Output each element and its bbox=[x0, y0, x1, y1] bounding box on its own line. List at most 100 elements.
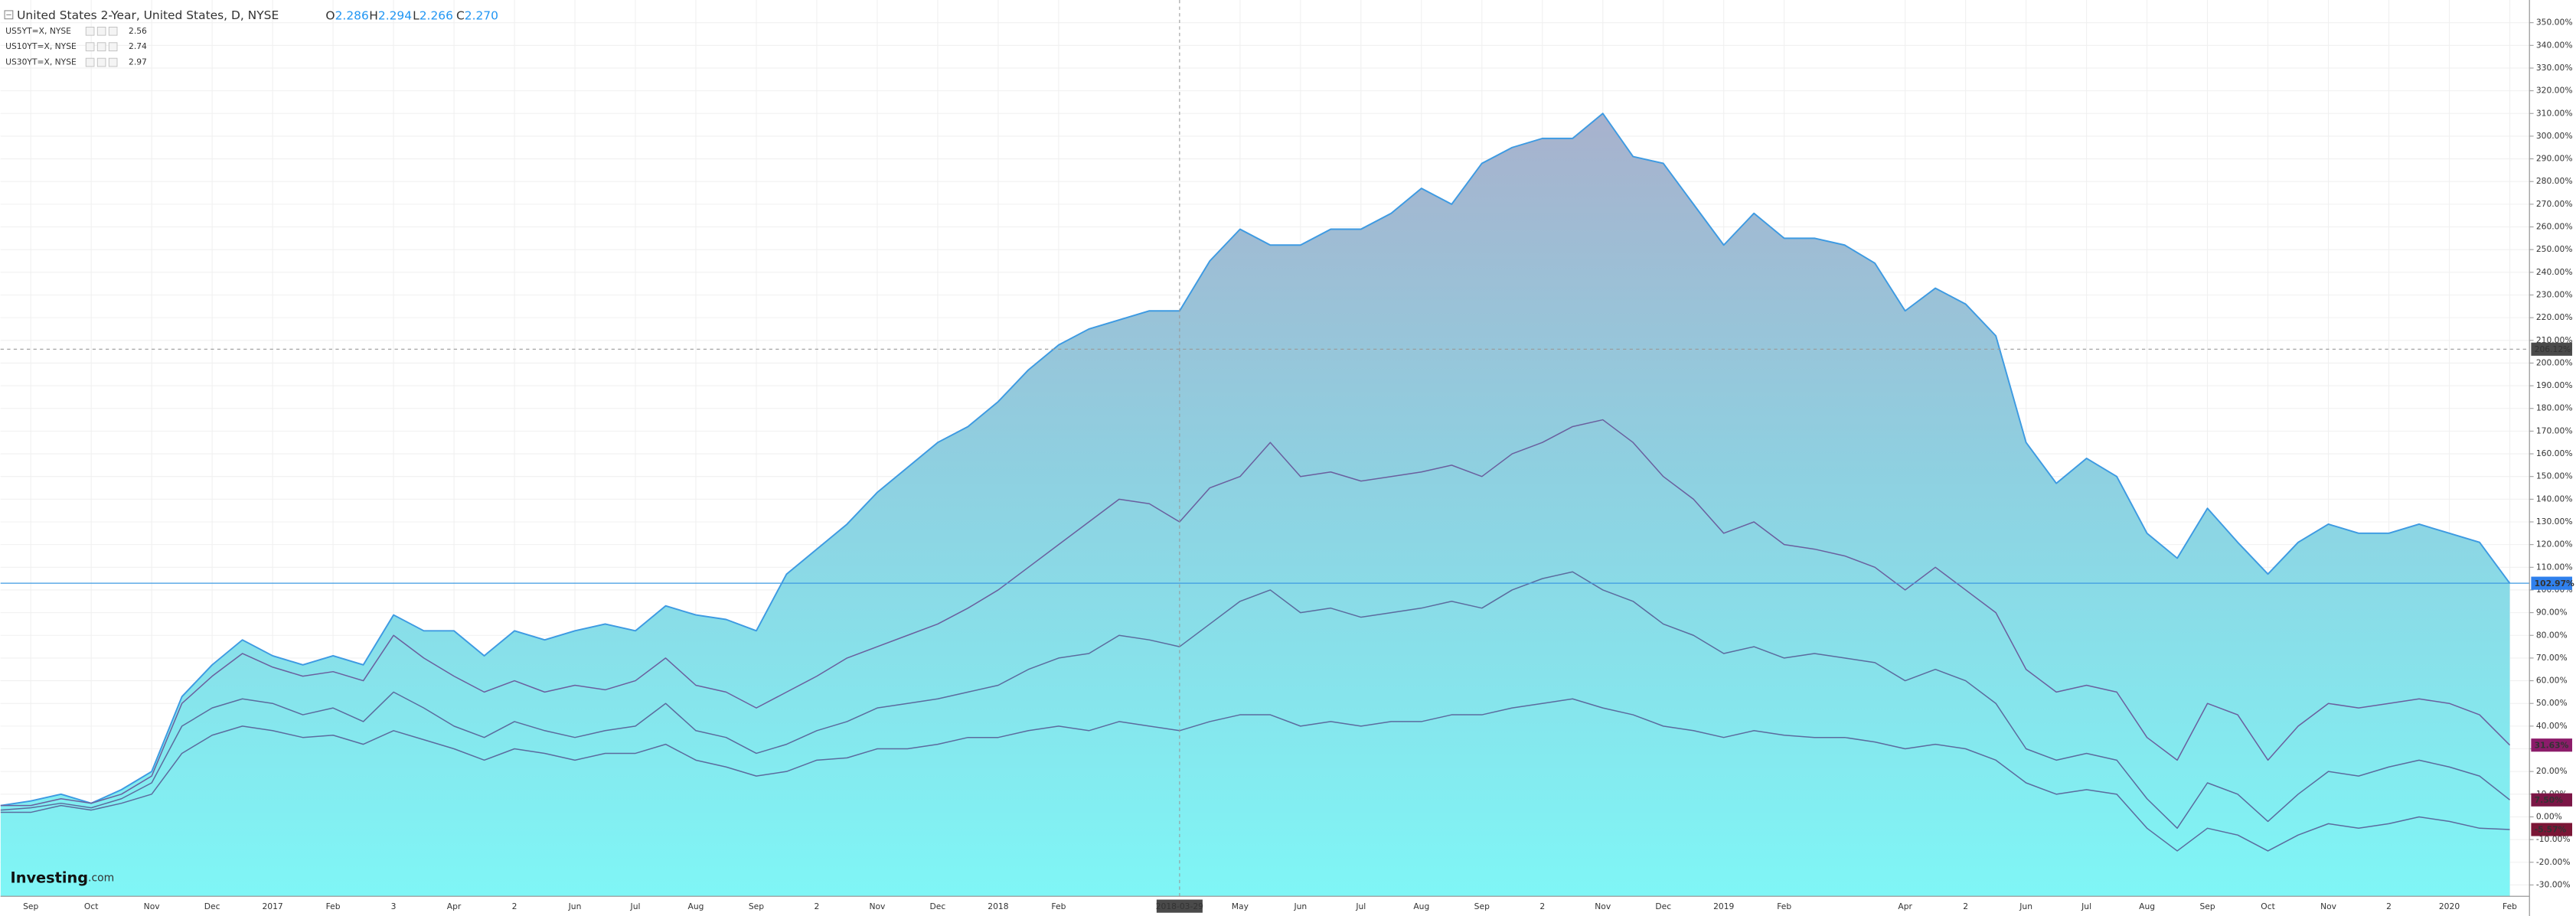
legend-name: US5YT=X, NYSE bbox=[5, 26, 71, 36]
y-tick-label: 300.00% bbox=[2536, 131, 2573, 141]
ohlc-value: 2.266 bbox=[420, 8, 453, 22]
series-line bbox=[0, 698, 2510, 852]
x-tick-label: Jul bbox=[2081, 901, 2091, 911]
series-line bbox=[0, 571, 2510, 830]
x-crosshair-label: 2018-03-29 bbox=[1156, 901, 1203, 911]
series-line bbox=[0, 419, 2511, 807]
y-tick-label: 210.00% bbox=[2536, 335, 2573, 345]
x-tick-label: Nov bbox=[2320, 901, 2337, 911]
y-tick-label: 270.00% bbox=[2536, 199, 2573, 209]
y-tick-label: 230.00% bbox=[2536, 289, 2573, 299]
y-tick-label: 60.00% bbox=[2536, 676, 2568, 686]
x-tick-label: Nov bbox=[144, 901, 161, 911]
x-tick-label: Dec bbox=[930, 901, 946, 911]
x-tick-label: Jul bbox=[630, 901, 641, 911]
y-tick-label: 50.00% bbox=[2536, 698, 2568, 708]
x-tick-label: Sep bbox=[749, 901, 764, 911]
y-tick-label: 130.00% bbox=[2536, 517, 2573, 526]
y-tick-label: 110.00% bbox=[2536, 562, 2573, 572]
y-tick-label: 0.00% bbox=[2536, 811, 2562, 821]
ohlc-letter: L bbox=[413, 8, 420, 22]
x-tick-label: 2 bbox=[2386, 901, 2392, 911]
x-tick-label: 2020 bbox=[2439, 901, 2460, 911]
watermark: Investing.com bbox=[11, 869, 115, 886]
legend-name: US30YT=X, NYSE bbox=[5, 57, 77, 67]
x-tick-label: Sep bbox=[1474, 901, 1490, 911]
legend-button[interactable] bbox=[96, 42, 106, 51]
x-tick-label: 2 bbox=[1963, 901, 1968, 911]
legend-value: 2.56 bbox=[129, 26, 147, 36]
legend-button[interactable] bbox=[85, 26, 95, 36]
chart-title: United States 2-Year, United States, D, … bbox=[17, 8, 279, 22]
watermark-brand: Investing bbox=[11, 869, 88, 886]
y-tick-label: 190.00% bbox=[2536, 380, 2573, 390]
y-tick-label: 150.00% bbox=[2536, 471, 2573, 481]
y-tick-label: 280.00% bbox=[2536, 176, 2573, 186]
y-tick-label: -30.00% bbox=[2536, 879, 2571, 889]
ohlc-value: 2.270 bbox=[465, 8, 498, 22]
y-tick-label: 350.00% bbox=[2536, 18, 2573, 28]
legend-button[interactable] bbox=[85, 57, 95, 67]
y-tick-label: 220.00% bbox=[2536, 312, 2573, 322]
x-tick-label: Aug bbox=[1413, 901, 1429, 911]
x-tick-label: Dec bbox=[204, 901, 220, 911]
collapse-toggle[interactable] bbox=[4, 10, 14, 20]
watermark-text: Investing.com bbox=[11, 869, 115, 886]
x-tick-label: Oct bbox=[84, 901, 99, 911]
legend-button[interactable] bbox=[96, 57, 106, 67]
y-tick-label: 250.00% bbox=[2536, 244, 2573, 254]
last-value-badge bbox=[2531, 576, 2573, 590]
legend-button[interactable] bbox=[85, 42, 95, 51]
area-line bbox=[0, 112, 2511, 807]
last-value-badge bbox=[2531, 793, 2573, 807]
overlay bbox=[0, 0, 2530, 897]
x-tick-label: Oct bbox=[2261, 901, 2275, 911]
y-tick-label: 170.00% bbox=[2536, 425, 2573, 435]
y-tick-label: 140.00% bbox=[2536, 494, 2573, 504]
watermark-domain: .com bbox=[88, 872, 114, 885]
legend-button[interactable] bbox=[96, 26, 106, 36]
x-tick-label: Apr bbox=[1898, 901, 1912, 911]
crosshair-label: 206.12% bbox=[2535, 344, 2571, 354]
last-value-label: 7.50% bbox=[2535, 795, 2563, 805]
y-tick-label: -10.00% bbox=[2536, 834, 2571, 844]
legend-button[interactable] bbox=[108, 57, 118, 67]
x-tick-label: 2 bbox=[1539, 901, 1545, 911]
x-tick-label: Aug bbox=[688, 901, 704, 911]
last-value-label: 102.97% bbox=[2535, 579, 2574, 588]
last-value-badge bbox=[2531, 738, 2573, 752]
x-tick-label: Sep bbox=[2199, 901, 2215, 911]
last-value-label: 31.63% bbox=[2535, 740, 2569, 750]
x-tick-label: 3 bbox=[391, 901, 397, 911]
x-tick-label: 2017 bbox=[262, 901, 282, 911]
ohlc-letter: O bbox=[325, 8, 335, 22]
x-tick-label: Nov bbox=[1595, 901, 1611, 911]
ohlc-value: 2.294 bbox=[378, 8, 412, 22]
last-value-badge bbox=[2531, 823, 2573, 836]
x-tick-label: Feb bbox=[1051, 901, 1066, 911]
x-tick-label: Feb bbox=[1777, 901, 1791, 911]
y-tick-label: 20.00% bbox=[2536, 766, 2568, 776]
x-tick-label: Feb bbox=[2503, 901, 2517, 911]
last-value-label: -5.57% bbox=[2535, 825, 2567, 835]
crosshair-label-bg bbox=[2531, 342, 2573, 356]
y-tick-label: 330.00% bbox=[2536, 63, 2573, 73]
axes: -30.00%-20.00%-10.00%0.00%10.00%20.00%30… bbox=[23, 18, 2574, 913]
x-tick-label: Jun bbox=[1293, 901, 1307, 911]
y-tick-label: 200.00% bbox=[2536, 357, 2573, 367]
y-tick-label: 160.00% bbox=[2536, 448, 2573, 458]
y-tick-label: 240.00% bbox=[2536, 267, 2573, 277]
legend-value: 2.97 bbox=[129, 57, 147, 67]
x-tick-label: Jul bbox=[1355, 901, 1366, 911]
y-tick-label: 80.00% bbox=[2536, 630, 2568, 640]
legend-button[interactable] bbox=[108, 26, 118, 36]
legend-button[interactable] bbox=[108, 42, 118, 51]
ohlc-letter: C bbox=[456, 8, 465, 22]
x-tick-label: Feb bbox=[326, 901, 341, 911]
area-fill bbox=[0, 113, 2510, 897]
y-tick-label: 320.00% bbox=[2536, 86, 2573, 96]
y-tick-label: -20.00% bbox=[2536, 857, 2571, 867]
y-tick-label: 120.00% bbox=[2536, 539, 2573, 549]
x-tick-label: Aug bbox=[2139, 901, 2155, 911]
